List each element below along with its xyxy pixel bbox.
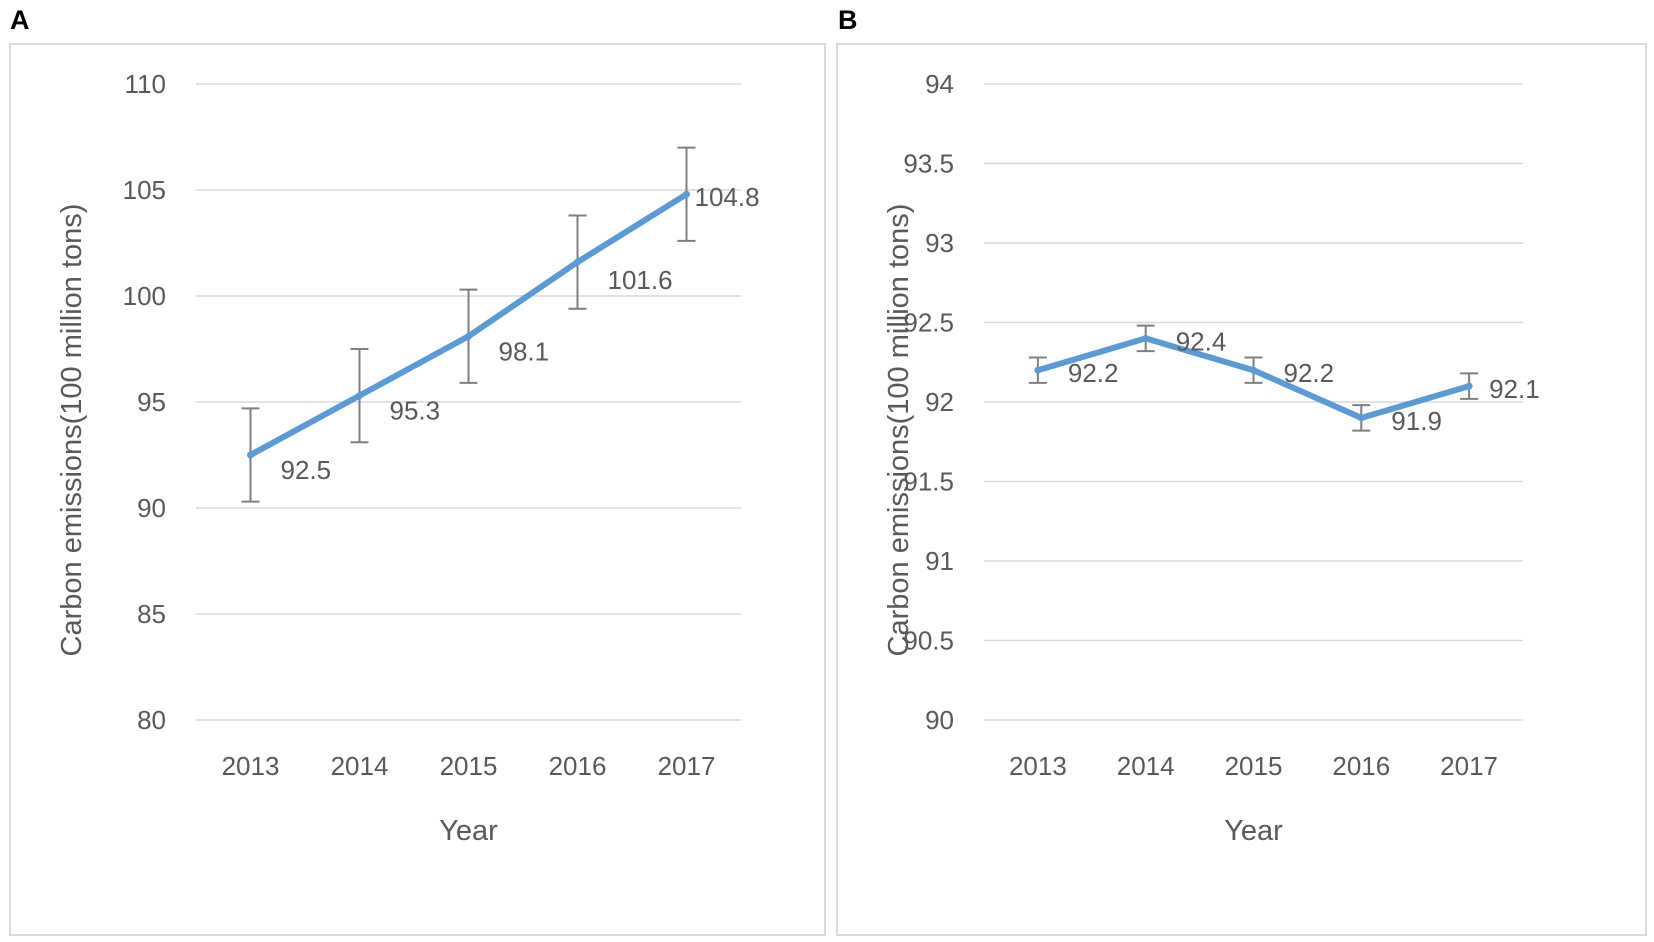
data-point [1465,382,1473,390]
data-point [1034,366,1042,374]
data-label: 92.2 [1068,358,1119,388]
x-tick-label: 2014 [331,751,389,781]
y-tick-label: 90 [137,493,166,523]
data-point [574,258,581,266]
y-tick-label: 94 [925,69,954,99]
x-tick-label: 2015 [1225,751,1283,781]
data-point [247,451,254,459]
data-label: 92.2 [1284,358,1335,388]
data-point [356,392,363,400]
y-tick-label: 80 [137,705,166,735]
y-tick-label: 92.5 [903,308,954,338]
x-tick-label: 2014 [1117,751,1175,781]
data-point [465,332,472,340]
data-label: 92.1 [1489,374,1540,404]
y-axis-title: Carbon emissions(100 million tons) [883,204,915,657]
y-tick-label: 93.5 [903,149,954,179]
y-tick-label: 91 [925,546,954,576]
panel-b-letter: B [838,5,858,35]
data-point [683,190,690,198]
data-label: 92.4 [1176,326,1227,356]
x-tick-label: 2017 [658,751,716,781]
x-tick-label: 2016 [549,751,607,781]
x-tick-label: 2016 [1332,751,1390,781]
panel-a-letter: A [10,5,30,35]
y-tick-label: 95 [137,387,166,417]
y-tick-label: 85 [137,599,166,629]
x-tick-label: 2015 [440,751,498,781]
chart-b-svg: 90 90.5 91 91.5 92 92.5 93 93.5 94 2013 2014 2015 20… [883,69,1540,847]
data-label: 92.5 [281,455,332,485]
chart-panel-a: 80 85 90 95 100 105 110 2013 2014 2015 2016 2017 Yea… [9,43,826,936]
x-axis-title: Year [1224,815,1283,847]
data-label: 101.6 [608,265,673,295]
data-label: 91.9 [1391,406,1442,436]
x-tick-label: 2017 [1440,751,1498,781]
x-tick-label: 2013 [222,751,280,781]
x-tick-label: 2013 [1009,751,1067,781]
y-axis-title: Carbon emissions(100 million tons) [56,204,88,657]
chart-panel-b: 90 90.5 91 91.5 92 92.5 93 93.5 94 2013 2014 2015 20… [836,43,1647,936]
x-axis-title: Year [439,815,498,847]
y-tick-label: 110 [125,69,166,99]
y-tick-label: 90 [925,705,954,735]
y-tick-label: 100 [123,281,166,311]
data-point [1250,366,1257,374]
data-point [1357,414,1365,422]
data-point [1142,334,1150,342]
y-tick-label: 92 [925,387,954,417]
data-label: 95.3 [390,396,441,426]
y-tick-label: 105 [123,175,166,205]
y-tick-label: 90.5 [903,626,954,656]
y-tick-label: 93 [925,228,954,258]
data-label: 98.1 [499,336,550,366]
y-tick-label: 91.5 [903,467,954,497]
data-label: 104.8 [695,182,760,212]
chart-a-svg: 80 85 90 95 100 105 110 2013 2014 2015 2016 2017 Yea… [56,69,760,847]
